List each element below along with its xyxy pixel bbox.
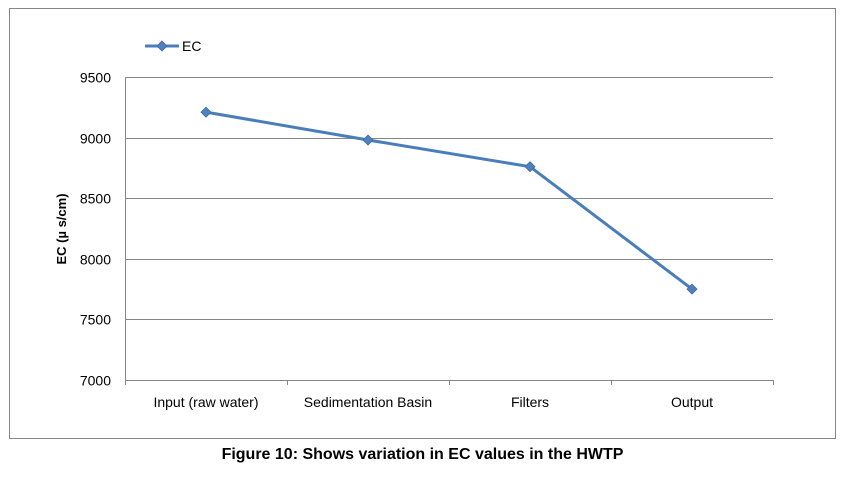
y-tick-label: 7500: [80, 312, 111, 328]
x-tick-label: Filters: [511, 394, 549, 410]
figure-caption: Figure 10: Shows variation in EC values …: [221, 446, 624, 463]
axes: [125, 77, 774, 385]
series-group: [200, 106, 698, 295]
chart-svg: 7000 7500 8000 8500 9000 9500 Input (raw wate…: [9, 8, 836, 439]
y-axis-label: EC (µ s/cm): [54, 193, 69, 264]
gridlines: [125, 77, 773, 320]
legend-label: EC: [182, 38, 201, 54]
y-tick-labels: 7000 7500 8000 8500 9000 9500: [80, 70, 111, 389]
y-tick-label: 7000: [80, 373, 111, 389]
y-tick-label: 9000: [80, 131, 111, 147]
data-point: [200, 106, 212, 118]
x-tick-label: Output: [671, 394, 713, 410]
data-point: [362, 134, 374, 146]
series-line: [205, 110, 693, 291]
y-tick-label: 8500: [80, 191, 111, 207]
x-tick-labels: Input (raw water) Sedimentation Basin Filt…: [153, 394, 713, 410]
legend-marker: [156, 40, 168, 52]
x-tick-label: Sedimentation Basin: [304, 394, 432, 410]
x-tick-label: Input (raw water): [153, 394, 258, 410]
data-point: [686, 283, 698, 295]
chart-border: [9, 8, 836, 439]
y-tick-label: 9500: [80, 70, 111, 86]
data-point: [524, 161, 536, 173]
y-tick-label: 8000: [80, 252, 111, 268]
legend: EC: [145, 38, 201, 54]
